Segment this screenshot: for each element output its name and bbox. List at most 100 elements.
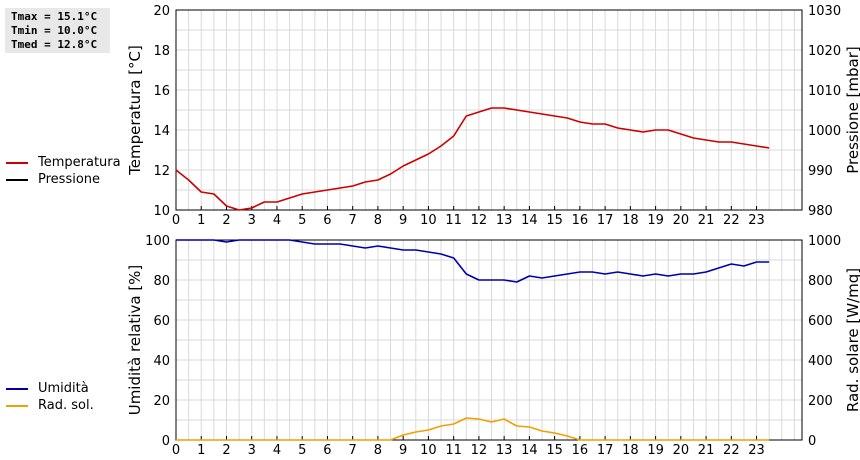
y-tick-label-right: 1000 (808, 234, 841, 249)
y-tick-label-left: 80 (153, 274, 170, 289)
chart-panel-bottom: 0 1 2 3 4 5 6 7 8 9 10 11 12 13 14 15 16 17 18 19 20 21 22 2302… (126, 234, 860, 458)
y-tick-label-left: 20 (153, 4, 170, 19)
x-tick-label: 7 (349, 443, 357, 458)
x-tick-label: 19 (647, 213, 664, 228)
plot-frame (175, 9, 803, 211)
x-tick-label: 4 (273, 443, 281, 458)
x-tick-label: 21 (698, 443, 715, 458)
x-tick-label: 22 (723, 443, 740, 458)
y-tick-label-left: 10 (153, 204, 170, 219)
stats-box: Tmax = 15.1°C Tmin = 10.0°C Tmed = 12.8°… (5, 8, 110, 53)
x-tick-label: 10 (420, 443, 437, 458)
x-tick-label: 12 (471, 213, 488, 228)
y-tick-label-left: 40 (153, 354, 170, 369)
legend-top: Temperatura Pressione (6, 154, 121, 188)
x-tick-label: 9 (399, 443, 407, 458)
y-axis-label-left: Temperatura [°C] (126, 45, 144, 176)
y-tick-label-right: 200 (808, 394, 833, 409)
x-tick-label: 2 (222, 443, 230, 458)
y-tick-label-right: 0 (808, 434, 816, 449)
y-tick-label-left: 12 (153, 164, 170, 179)
y-axis-label-right: Rad. solare [W/mq] (844, 268, 860, 412)
y-tick-label-right: 1030 (808, 4, 841, 19)
legend-label-humidity: Umidità (38, 381, 89, 396)
x-tick-label: 10 (420, 213, 437, 228)
stat-tmax: Tmax = 15.1°C (11, 10, 98, 23)
x-tick-label: 23 (748, 443, 765, 458)
y-tick-label-left: 18 (153, 44, 170, 59)
y-tick-label-right: 1010 (808, 84, 841, 99)
legend-item-radiation: Rad. sol. (6, 397, 94, 414)
x-tick-label: 15 (546, 443, 563, 458)
x-tick-label: 5 (298, 443, 306, 458)
stat-tmed: Tmed = 12.8°C (11, 38, 98, 51)
x-tick-label: 12 (471, 443, 488, 458)
legend-item-temperature: Temperatura (6, 154, 121, 171)
x-tick-label: 14 (521, 443, 538, 458)
x-tick-label: 5 (298, 213, 306, 228)
y-tick-label-left: 60 (153, 314, 170, 329)
y-tick-label-right: 1000 (808, 124, 841, 139)
x-tick-label: 22 (723, 213, 740, 228)
x-tick-label: 6 (323, 443, 331, 458)
x-tick-label: 14 (521, 213, 538, 228)
legend-swatch-humidity (6, 387, 28, 390)
legend-label-temperature: Temperatura (38, 155, 121, 170)
x-tick-label: 11 (445, 213, 462, 228)
x-tick-label: 0 (172, 443, 180, 458)
x-tick-label: 11 (445, 443, 462, 458)
x-tick-label: 7 (349, 213, 357, 228)
plot-frame (175, 239, 803, 441)
series-line-humidity (176, 239, 770, 283)
x-tick-label: 17 (597, 213, 614, 228)
x-tick-label: 4 (273, 213, 281, 228)
series-line-temperature (175, 107, 770, 211)
legend-label-radiation: Rad. sol. (38, 398, 94, 413)
y-tick-label-left: 0 (162, 434, 170, 449)
x-tick-label: 15 (546, 213, 563, 228)
x-tick-label: 13 (496, 213, 513, 228)
y-tick-label-right: 990 (808, 164, 833, 179)
legend-swatch-radiation (6, 404, 28, 407)
x-tick-label: 23 (748, 213, 765, 228)
x-tick-label: 19 (647, 443, 664, 458)
x-tick-label: 6 (323, 213, 331, 228)
x-tick-label: 16 (572, 213, 589, 228)
x-tick-label: 21 (698, 213, 715, 228)
legend-bottom: Umidità Rad. sol. (6, 380, 94, 414)
legend-swatch-pressure (6, 178, 28, 181)
y-tick-label-right: 600 (808, 314, 833, 329)
legend-swatch-temperature (6, 161, 28, 164)
x-tick-label: 9 (399, 213, 407, 228)
chart-panel-top: 0 1 2 3 4 5 6 7 8 9 10 11 12 13 14 15 16 17 18 19 20 21 22 23 10… (126, 4, 860, 228)
y-tick-label-right: 980 (808, 204, 833, 219)
x-tick-label: 3 (248, 443, 256, 458)
y-tick-label-right: 400 (808, 354, 833, 369)
legend-item-pressure: Pressione (6, 171, 121, 188)
x-tick-label: 3 (248, 213, 256, 228)
y-tick-label-left: 16 (153, 84, 170, 99)
stat-tmin: Tmin = 10.0°C (11, 24, 98, 37)
legend-item-humidity: Umidità (6, 380, 94, 397)
x-tick-label: 8 (374, 213, 382, 228)
x-tick-label: 18 (622, 443, 639, 458)
x-tick-label: 8 (374, 443, 382, 458)
y-tick-label-right: 800 (808, 274, 833, 289)
x-tick-label: 0 (172, 213, 180, 228)
y-tick-label-left: 14 (153, 124, 170, 139)
x-tick-label: 20 (673, 443, 690, 458)
y-tick-label-left: 20 (153, 394, 170, 409)
x-tick-label: 1 (197, 443, 205, 458)
x-tick-label: 18 (622, 213, 639, 228)
y-tick-label-left: 100 (145, 234, 170, 249)
legend-label-pressure: Pressione (38, 172, 101, 187)
x-tick-label: 17 (597, 443, 614, 458)
series-line-radiation (176, 417, 770, 441)
y-tick-label-right: 1020 (808, 44, 841, 59)
y-axis-label-right: Pressione [mbar] (844, 46, 860, 174)
x-tick-label: 13 (496, 443, 513, 458)
x-tick-label: 16 (572, 443, 589, 458)
y-axis-label-left: Umidità relativa [%] (126, 265, 144, 416)
x-tick-label: 20 (673, 213, 690, 228)
